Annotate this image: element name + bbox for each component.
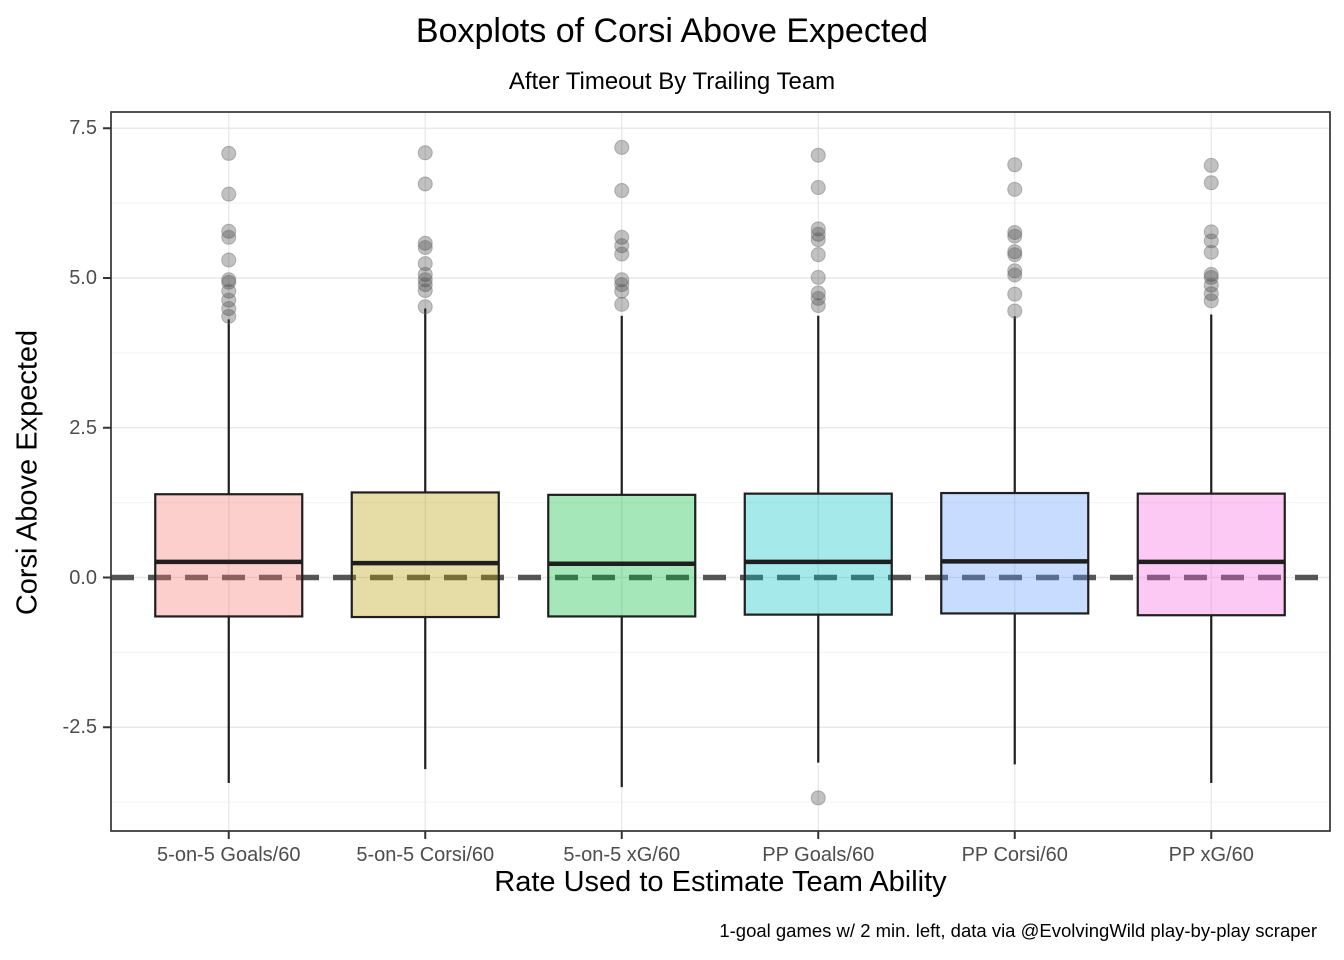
outlier-point [810, 147, 826, 163]
x-tick-label: 5-on-5 xG/60 [563, 844, 681, 866]
outlier-point [1007, 181, 1023, 197]
outlier-point [1203, 175, 1219, 191]
outlier-point [221, 274, 237, 290]
box [547, 493, 697, 618]
outlier-point [1007, 228, 1023, 244]
x-tick-label: PP xG/60 [1168, 844, 1254, 866]
box [154, 493, 304, 618]
outlier-point [221, 283, 237, 299]
outlier-point [1007, 224, 1023, 240]
chart-caption: 1-goal games w/ 2 min. left, data via @E… [719, 920, 1317, 941]
outlier-point [221, 223, 237, 239]
panel-background [111, 112, 1330, 831]
y-tick-label: -2.5 [62, 716, 97, 739]
outlier-point [614, 183, 630, 199]
outlier-point [810, 285, 826, 301]
x-axis-title: Rate Used to Estimate Team Ability [494, 866, 947, 898]
outlier-point [417, 256, 433, 272]
outlier-point [417, 145, 433, 161]
outlier-point [810, 790, 826, 806]
outlier-point [417, 277, 433, 293]
outlier-point [1203, 233, 1219, 249]
outlier-point [1203, 269, 1219, 285]
outlier-point [1203, 277, 1219, 293]
outlier-point [417, 272, 433, 288]
outlier-point [417, 235, 433, 251]
x-tick-label: 5-on-5 Corsi/60 [356, 844, 495, 866]
outlier-point [1007, 157, 1023, 173]
outlier-point [221, 301, 237, 317]
outlier-point [1007, 263, 1023, 279]
outlier-point [221, 145, 237, 161]
chart-title: Boxplots of Corsi Above Expected [415, 12, 929, 50]
outlier-point [614, 296, 630, 312]
y-tick-label: 5.0 [69, 267, 97, 289]
box [743, 492, 893, 616]
outlier-point [221, 229, 237, 245]
outlier-point [1203, 293, 1219, 309]
outlier-point [1203, 157, 1219, 173]
outlier-point [221, 308, 237, 324]
outlier-point [810, 247, 826, 263]
outlier-point [221, 186, 237, 202]
box [940, 491, 1090, 615]
outlier-point [417, 239, 433, 255]
chart-subtitle: After Timeout By Trailing Team [508, 68, 836, 95]
outlier-point [614, 272, 630, 288]
outlier-point [1007, 247, 1023, 263]
y-tick-label: 0.0 [69, 566, 97, 589]
box [350, 491, 500, 619]
outlier-point [810, 298, 826, 314]
outlier-point [810, 269, 826, 285]
outlier-point [221, 292, 237, 308]
x-tick-label: 5-on-5 Goals/60 [157, 844, 301, 866]
x-tick-label: PP Corsi/60 [961, 844, 1068, 866]
outlier-point [417, 283, 433, 299]
outlier-point [614, 246, 630, 262]
outlier-point [1203, 244, 1219, 260]
outlier-point [1007, 267, 1023, 283]
outlier-point [614, 283, 630, 299]
panel-border [110, 111, 1331, 832]
outlier-point [614, 238, 630, 254]
outlier-point [810, 180, 826, 196]
outlier-point [417, 266, 433, 282]
outlier-point [810, 232, 826, 248]
outlier-point [810, 226, 826, 242]
y-tick-label: 2.5 [69, 416, 97, 439]
outlier-point [1007, 286, 1023, 302]
box [1136, 492, 1286, 617]
outlier-point [614, 139, 630, 155]
outlier-point [1203, 224, 1219, 240]
outlier-point [1007, 303, 1023, 319]
outlier-point [417, 299, 433, 315]
outlier-point [221, 252, 237, 268]
outlier-point [417, 176, 433, 192]
outlier-point [810, 221, 826, 237]
x-tick-label: PP Goals/60 [762, 844, 875, 866]
y-tick-label: 7.5 [69, 117, 97, 140]
outlier-point [614, 229, 630, 245]
